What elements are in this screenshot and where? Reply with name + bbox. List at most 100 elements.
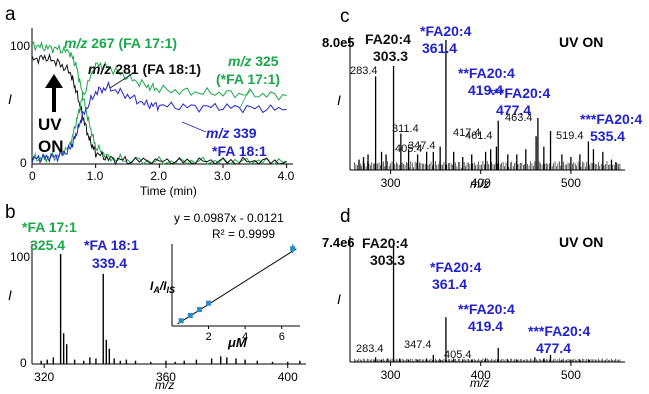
inset-equation: y = 0.0987x - 0.0121 bbox=[174, 211, 284, 225]
inset-xticks: 2 4 6 bbox=[206, 326, 285, 343]
inset-r2: R² = 0.9999 bbox=[212, 227, 275, 241]
annot-mz281: m/z 281 (FA 18:1) bbox=[88, 61, 201, 77]
uv-text-2: ON bbox=[38, 137, 64, 156]
panel-b-xticks: 320 360 400 bbox=[34, 364, 298, 384]
panel-a-ylabel: I bbox=[8, 91, 12, 107]
panel-d-xtick-label: 300 bbox=[381, 368, 401, 382]
panel-c-labels: FA20:4303.3*FA20:4361.4**FA20:4419.4***F… bbox=[350, 23, 642, 155]
panel-b-ylabel: I bbox=[8, 287, 12, 303]
panel-a-series bbox=[31, 40, 287, 166]
panel-d-minor-label: 405.4 bbox=[444, 349, 472, 361]
panel-c-label-4: ***FA20:4 bbox=[488, 85, 550, 101]
panel-c-minor-label: 463.4 bbox=[505, 112, 533, 124]
panel-c-label-1: FA20:4 bbox=[365, 31, 411, 47]
panel-d-xtick-label: 500 bbox=[561, 368, 581, 382]
panel-c-minor-label: 417.4 bbox=[453, 127, 481, 139]
panel-b-ytick-100: 100 bbox=[10, 250, 30, 264]
peak-label-325-line1: *FA 17:1 bbox=[22, 219, 77, 235]
panel-a-xtick-label: 0 bbox=[29, 169, 36, 183]
panel-a-xticks: 0 1.0 2.0 3.0 4.0 bbox=[29, 164, 295, 183]
annot-mz267: m/z 267 (FA 17:1) bbox=[64, 35, 177, 51]
peak-label-339-line2: 339.4 bbox=[92, 255, 127, 271]
uv-text-1: UV bbox=[38, 115, 62, 134]
panel-c-xticks: 300 400 500 bbox=[381, 170, 581, 190]
panel-c-label-value-3: 419.4 bbox=[468, 82, 503, 98]
peak-label-325-line2: 325.4 bbox=[30, 237, 65, 253]
panel-a: a I 100 0 0 1.0 2.0 3.0 4.0 Time (min) UV ON… bbox=[5, 4, 295, 198]
panel-b-letter: b bbox=[5, 202, 16, 223]
panel-c-xtick-label: 300 bbox=[381, 176, 401, 190]
panel-d-peaks bbox=[354, 244, 621, 362]
trace-line-2 bbox=[31, 52, 287, 166]
inset-fit-line bbox=[177, 248, 297, 325]
inset-plot bbox=[177, 244, 297, 325]
panel-c-ymax: 8.0e5 bbox=[322, 35, 355, 50]
panel-c-label-value-4: 477.4 bbox=[496, 102, 531, 118]
panel-c-label-value-1: 303.3 bbox=[373, 48, 408, 64]
panel-c: c 8.0e5 UV ON I 300 400 500 m/z FA20:4303.… bbox=[322, 6, 642, 191]
inset-ylabel: IA/IIS bbox=[150, 279, 175, 295]
panel-c-letter: c bbox=[340, 6, 350, 27]
panel-b-ytick-0: 0 bbox=[20, 356, 27, 370]
calibration-inset: y = 0.0987x - 0.0121 R² = 0.9999 IA/IIS … bbox=[150, 211, 300, 350]
panel-c-xtick-label: 500 bbox=[561, 176, 581, 190]
panel-c-minor-label: 519.4 bbox=[556, 130, 584, 142]
panel-d-letter: d bbox=[340, 206, 351, 227]
panel-d-minor-label: 347.4 bbox=[404, 339, 432, 351]
panel-a-xtick-label: 1.0 bbox=[87, 169, 104, 183]
uv-arrow-head bbox=[45, 74, 63, 88]
panel-c-peaks bbox=[354, 40, 621, 170]
panel-a-xtick-label: 2.0 bbox=[150, 169, 167, 183]
trace-line-4 bbox=[31, 80, 287, 165]
panel-d-label-value-1: 303.3 bbox=[370, 252, 405, 268]
panel-c-minor-label: 347.4 bbox=[408, 140, 436, 152]
panel-a-letter: a bbox=[5, 4, 16, 25]
inset-point bbox=[178, 318, 184, 324]
panel-c-ylabel: I bbox=[337, 92, 341, 108]
panel-c-minor-label: 283.4 bbox=[350, 65, 378, 77]
panel-c-minor-label: 405.4 bbox=[395, 143, 423, 155]
inset-point bbox=[196, 307, 202, 313]
inset-point bbox=[290, 246, 296, 252]
panel-a-xtick-label: 4.0 bbox=[278, 169, 295, 183]
panel-d-minor-label: 283.4 bbox=[356, 343, 384, 355]
panel-b-peaks bbox=[40, 254, 301, 364]
panel-d-label-4: ***FA20:4 bbox=[528, 323, 590, 339]
annot-mz339: m/z 339 bbox=[206, 125, 257, 141]
panel-c-label-value-5: 535.4 bbox=[590, 128, 625, 144]
panel-c-label-5: ***FA20:4 bbox=[580, 111, 642, 127]
panel-c-label-3: **FA20:4 bbox=[458, 65, 515, 81]
panel-d-label-value-3: 419.4 bbox=[468, 318, 503, 334]
panel-d-xlabel: m/z bbox=[470, 376, 489, 390]
inset-xtick-label: 2 bbox=[206, 331, 212, 343]
panel-d-label-2: *FA20:4 bbox=[430, 259, 482, 275]
panel-c-label-2: *FA20:4 bbox=[420, 23, 472, 39]
panel-a-ytick-100: 100 bbox=[10, 39, 30, 53]
panel-c-label-value-2: 361.4 bbox=[422, 40, 457, 56]
panel-d-label-value-2: 361.4 bbox=[432, 276, 467, 292]
panel-b-xtick-label: 360 bbox=[156, 370, 176, 384]
panel-b-xlabel: m/z bbox=[155, 378, 174, 392]
panel-b-xtick-label: 320 bbox=[34, 370, 54, 384]
panel-a-xtick-label: 3.0 bbox=[214, 169, 231, 183]
inset-xlabel: μM bbox=[227, 335, 248, 350]
annot-mz325-line2: (*FA 17:1) bbox=[216, 71, 280, 87]
panel-c-xtick-label: 400 bbox=[471, 176, 491, 190]
peak-label-339-line1: *FA 18:1 bbox=[84, 237, 139, 253]
panel-a-ytick-0: 0 bbox=[20, 156, 27, 170]
panel-d: d 7.4e6 UV ON I 300 400 500 m/z FA20:4303.… bbox=[322, 206, 625, 390]
panel-d-ymax: 7.4e6 bbox=[322, 235, 355, 250]
annot-mz325-leader bbox=[239, 87, 251, 109]
inset-point bbox=[206, 300, 212, 306]
annot-mz281-leader bbox=[109, 71, 136, 89]
panel-d-label-3: **FA20:4 bbox=[458, 301, 515, 317]
panel-d-label-1: FA20:4 bbox=[362, 235, 408, 251]
panel-d-mode: UV ON bbox=[559, 234, 603, 250]
panel-c-xlabel: m/z bbox=[470, 177, 489, 191]
panel-d-label-value-4: 477.4 bbox=[536, 340, 571, 356]
panel-c-minor-label: 461.4 bbox=[465, 130, 493, 142]
panel-b: b I 100 0 320 360 400 m/z *FA 17:1 325.4 *… bbox=[5, 202, 306, 392]
panel-a-xlabel: Time (min) bbox=[140, 184, 197, 198]
inset-xtick-label: 4 bbox=[242, 331, 248, 343]
